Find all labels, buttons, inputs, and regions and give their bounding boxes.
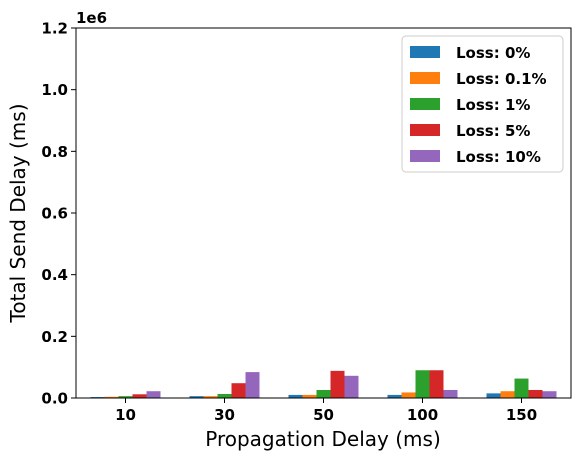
x-tick-label: 150 <box>506 406 537 424</box>
x-tick-label: 100 <box>407 406 438 424</box>
bar <box>288 394 303 398</box>
bar <box>486 393 501 398</box>
bar <box>104 396 119 398</box>
bar <box>245 372 260 398</box>
bar <box>429 370 444 398</box>
legend-box <box>401 35 564 173</box>
legend-label: Loss: 5% <box>456 122 530 140</box>
y-tick-label: 0.8 <box>41 143 68 161</box>
y-tick-label: 0.2 <box>41 328 68 346</box>
x-axis-ticks: 10 30 50 100 150 <box>115 398 537 424</box>
bar <box>415 370 430 398</box>
legend-swatch <box>410 46 440 58</box>
bar <box>528 389 543 398</box>
legend-swatch <box>410 124 440 136</box>
bar <box>387 394 402 398</box>
bar <box>443 389 458 398</box>
legend-label: Loss: 1% <box>456 96 530 114</box>
bar <box>118 396 133 398</box>
bar <box>542 391 557 398</box>
legend-label: Loss: 0% <box>456 44 530 62</box>
bar <box>189 396 204 398</box>
y-offset-label: 1e6 <box>76 9 107 27</box>
bar <box>344 375 359 398</box>
y-tick-label: 0.4 <box>41 266 68 284</box>
legend-swatch <box>410 72 440 84</box>
y-tick-label: 1.0 <box>41 81 68 99</box>
bar <box>316 389 331 398</box>
legend-swatch <box>410 98 440 110</box>
bar <box>302 394 317 398</box>
bar <box>217 393 232 398</box>
x-tick-label: 10 <box>115 406 136 424</box>
bar <box>401 392 416 398</box>
bar <box>231 383 246 398</box>
y-axis-ticks: 0.0 0.2 0.4 0.6 0.8 1.0 1.2 <box>41 20 76 408</box>
x-tick-label: 50 <box>313 406 334 424</box>
bar <box>146 391 161 398</box>
legend-swatch <box>410 150 440 162</box>
legend: Loss: 0% Loss: 0.1% Loss: 1% Loss: 5% Loss: … <box>401 35 564 173</box>
bar <box>132 394 147 398</box>
bar <box>203 396 218 398</box>
y-tick-label: 1.2 <box>41 20 68 38</box>
bar <box>500 391 515 398</box>
bar <box>514 378 529 398</box>
y-tick-label: 0.6 <box>41 205 68 223</box>
x-tick-label: 30 <box>214 406 235 424</box>
legend-label: Loss: 0.1% <box>456 70 547 88</box>
bars-layer <box>90 370 557 398</box>
y-tick-label: 0.0 <box>41 390 68 408</box>
x-axis-label: Propagation Delay (ms) <box>205 427 441 451</box>
y-axis-label: Total Send Delay (ms) <box>6 103 30 323</box>
legend-label: Loss: 10% <box>456 148 541 166</box>
bar <box>330 370 345 398</box>
